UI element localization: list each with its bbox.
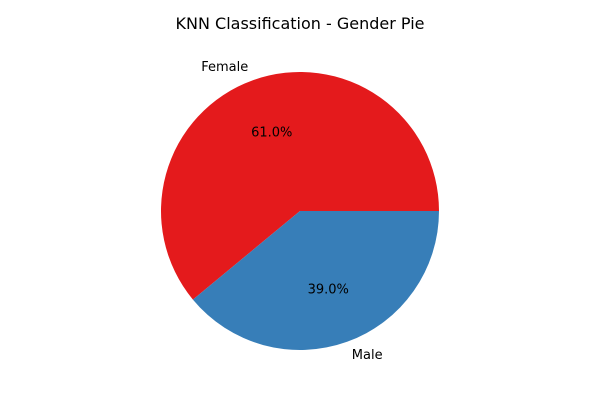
pie-labels: Female 61.0% Male 39.0% [201, 60, 382, 363]
pie-slices [160, 72, 439, 350]
slice-label-male: Male [352, 348, 383, 363]
percent-label-male: 39.0% [308, 282, 349, 297]
slice-label-female: Female [201, 60, 248, 75]
chart-title: KNN Classification - Gender Pie [176, 14, 425, 33]
percent-label-female: 61.0% [251, 126, 292, 141]
pie-slice-male [192, 211, 439, 350]
pie-slice-female [160, 72, 439, 300]
